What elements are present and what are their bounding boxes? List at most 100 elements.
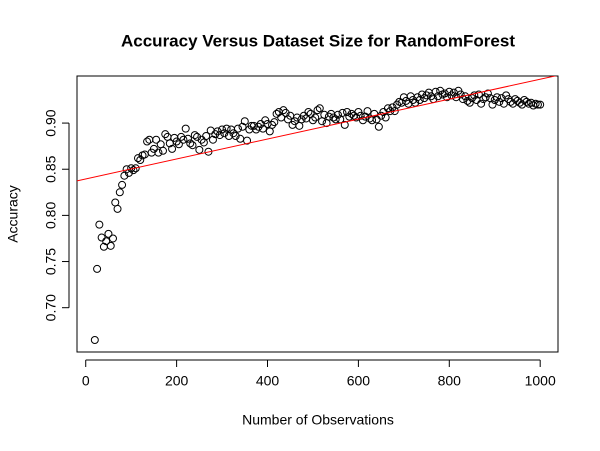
x-tick-label: 200 <box>165 373 189 389</box>
data-point <box>152 135 161 144</box>
data-point <box>493 93 502 102</box>
data-point <box>243 136 252 145</box>
data-point <box>313 106 322 115</box>
data-point <box>320 110 329 119</box>
data-point <box>186 139 195 148</box>
data-point <box>381 113 390 122</box>
data-point <box>338 108 347 117</box>
data-point <box>304 108 313 116</box>
data-point <box>179 135 188 144</box>
y-axis-label: Accuracy <box>5 185 21 243</box>
data-point <box>193 132 202 141</box>
data-point <box>108 234 117 243</box>
x-tick-label: 600 <box>347 373 371 389</box>
data-point <box>536 100 545 109</box>
y-tick-label: 0.85 <box>43 155 59 182</box>
x-tick-label: 1000 <box>525 373 556 389</box>
data-point <box>161 130 170 139</box>
data-point <box>340 120 349 129</box>
data-point <box>477 99 486 108</box>
regression-line <box>77 76 558 182</box>
y-tick-label: 0.70 <box>43 294 59 321</box>
data-point <box>106 241 115 250</box>
data-point <box>156 140 165 149</box>
data-point <box>308 116 317 125</box>
data-point <box>238 122 247 131</box>
data-point <box>533 100 542 109</box>
data-point <box>183 134 192 143</box>
data-point <box>258 124 267 133</box>
data-point <box>195 145 204 154</box>
data-point <box>104 229 113 238</box>
data-point <box>140 150 149 159</box>
data-point <box>265 127 274 136</box>
data-point <box>118 180 127 189</box>
data-point <box>136 156 145 164</box>
clip-group <box>77 76 558 182</box>
data-point <box>331 115 340 124</box>
data-point <box>268 120 277 129</box>
data-point <box>324 112 333 121</box>
data-point <box>383 104 392 113</box>
data-point <box>422 91 431 100</box>
data-point <box>443 93 452 102</box>
data-point <box>95 220 104 229</box>
data-point <box>279 106 288 115</box>
data-point <box>206 126 215 135</box>
data-point <box>220 129 229 138</box>
y-tick-label: 0.75 <box>43 248 59 275</box>
plot-frame <box>76 75 559 353</box>
data-point <box>168 144 177 153</box>
data-point <box>211 130 220 139</box>
data-point <box>363 107 372 116</box>
data-point <box>311 113 320 122</box>
data-point <box>202 132 211 140</box>
y-tick-label: 0.90 <box>43 109 59 136</box>
data-point <box>229 129 238 138</box>
data-point <box>415 96 424 104</box>
data-point <box>488 100 497 109</box>
data-point <box>129 166 138 175</box>
data-point <box>113 204 122 213</box>
data-point <box>333 110 342 119</box>
chart-title: Accuracy Versus Dataset Size for RandomF… <box>121 31 515 50</box>
x-tick-label: 400 <box>256 373 280 389</box>
data-point <box>431 87 440 96</box>
data-point <box>306 109 315 118</box>
data-point <box>158 146 167 155</box>
data-point <box>111 198 120 207</box>
data-point <box>295 121 304 130</box>
data-point <box>458 95 467 104</box>
data-point <box>318 117 327 126</box>
data-point <box>215 131 224 140</box>
data-point <box>188 141 197 150</box>
data-point <box>115 188 124 197</box>
data-point <box>474 90 483 99</box>
data-point <box>143 137 152 146</box>
data-point <box>456 90 465 99</box>
data-point <box>97 233 106 242</box>
data-point <box>465 98 474 107</box>
data-point <box>90 336 99 344</box>
data-point <box>272 109 281 118</box>
data-point <box>145 135 154 144</box>
data-point <box>174 140 183 149</box>
data-point <box>343 108 352 116</box>
data-point <box>470 91 479 100</box>
data-point <box>208 135 217 144</box>
data-point <box>231 132 240 140</box>
data-point <box>190 131 199 140</box>
data-point <box>349 111 358 120</box>
data-point <box>463 96 472 105</box>
data-point <box>222 124 231 133</box>
data-point <box>356 111 365 120</box>
data-point <box>254 122 263 131</box>
data-point <box>352 113 361 122</box>
y-tick-label: 0.80 <box>43 202 59 229</box>
data-point <box>240 117 249 126</box>
data-point <box>154 148 163 157</box>
data-point <box>374 122 383 131</box>
data-point <box>93 264 102 273</box>
x-axis-label: Number of Observations <box>242 412 394 428</box>
